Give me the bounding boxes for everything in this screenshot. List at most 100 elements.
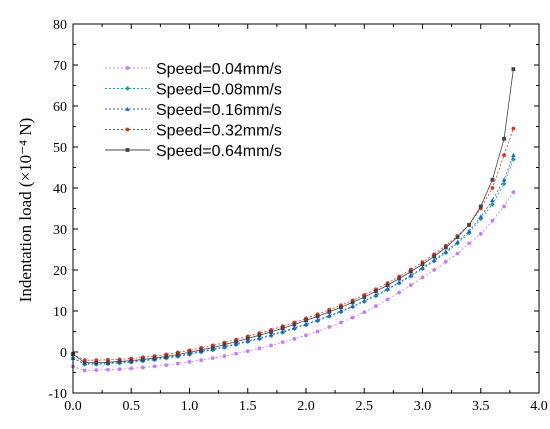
y-tick-label: 0 [60,346,67,361]
legend-item-1: Speed=0.04mm/s [105,61,282,78]
legend-marker [125,148,130,152]
data-point [152,356,157,361]
data-point [478,216,484,222]
data-point [129,358,134,363]
data-point [234,351,239,356]
data-point [350,303,355,308]
series-layer [70,67,516,373]
data-point [397,276,402,281]
data-point [385,286,390,291]
y-tick-label: 30 [53,223,67,238]
data-point [374,304,378,308]
data-point [511,152,516,158]
y-tick-label: -10 [48,387,67,402]
data-point [304,318,308,323]
data-point [385,283,390,288]
y-tick-label: 80 [53,18,67,33]
axes-layer: 0.0 0.5 1.0 1.5 2.0 2.5 3.0 3.5 4.0 -10 0 10 20 30 40 5… [48,18,547,414]
data-point [257,333,262,338]
data-point [268,332,274,337]
data-point [327,309,332,314]
data-point [106,360,110,365]
y-tick-label: 40 [53,182,67,197]
data-point [106,367,110,372]
data-point [511,190,516,195]
data-point [315,329,320,334]
data-point [478,214,483,219]
data-point [199,358,204,363]
series-line [72,128,514,361]
data-point [478,204,483,209]
data-point [94,368,99,372]
data-point [501,177,507,182]
data-point [82,368,87,373]
data-point [210,356,215,361]
data-point [245,338,250,343]
data-point [362,295,367,299]
data-point [490,186,495,190]
legend-marker [125,66,130,70]
legend-marker [125,127,130,132]
x-tick-label: 0.0 [64,399,82,414]
data-point [420,275,425,280]
legend-item-3: Speed=0.16mm/s [105,102,282,119]
legend-marker [125,86,130,91]
x-tick-label: 1.5 [239,399,257,414]
data-point [315,317,320,322]
data-point [199,348,204,352]
data-point [431,257,437,263]
data-point [443,259,448,264]
data-point [257,335,262,340]
data-point [397,280,402,285]
data-point [374,289,378,294]
data-point [339,305,343,310]
data-point [511,67,516,71]
data-point [502,136,506,141]
plot-background [73,24,539,393]
x-tick-label: 2.0 [297,399,315,414]
x-tick-label: 0.5 [123,399,141,414]
data-point [269,330,273,334]
data-point [280,329,285,334]
data-point [502,204,506,209]
data-point [420,262,425,267]
data-point [117,367,122,372]
data-point [210,345,215,350]
y-axis-title: Indentation load (×10⁻⁴ N) [16,118,35,303]
x-tick-label: 3.0 [414,399,432,414]
data-point [478,232,483,236]
data-point [327,313,332,318]
data-point [292,336,297,341]
data-point [490,218,495,223]
data-point [490,202,495,207]
data-point [304,333,308,338]
data-point [152,364,157,369]
data-point [362,310,367,315]
y-tick-label: 10 [53,305,67,320]
data-point [222,354,227,358]
data-point [175,352,180,357]
data-point [164,363,169,368]
data-point [141,365,145,370]
series-5 [71,67,516,365]
data-point [501,181,507,187]
x-tick-label: 2.5 [356,399,374,414]
y-tick-label: 20 [53,264,67,279]
data-point [467,241,471,246]
data-point [420,265,425,270]
y-tick-label: 60 [53,100,67,115]
data-point [303,321,309,327]
legend-label: Speed=0.64mm/s [156,143,282,160]
legend-item-2: Speed=0.08mm/s [105,82,282,99]
data-point [280,340,285,345]
data-point [408,269,413,274]
y-tick-label: 50 [53,141,67,156]
legend-marker [125,106,130,111]
data-point [455,239,460,245]
data-point [466,228,472,233]
data-point [350,300,355,305]
legend-item-5: Speed=0.64mm/s [105,143,282,160]
data-point [455,251,460,256]
y-tick-label: 70 [53,59,67,74]
data-point [82,360,87,365]
